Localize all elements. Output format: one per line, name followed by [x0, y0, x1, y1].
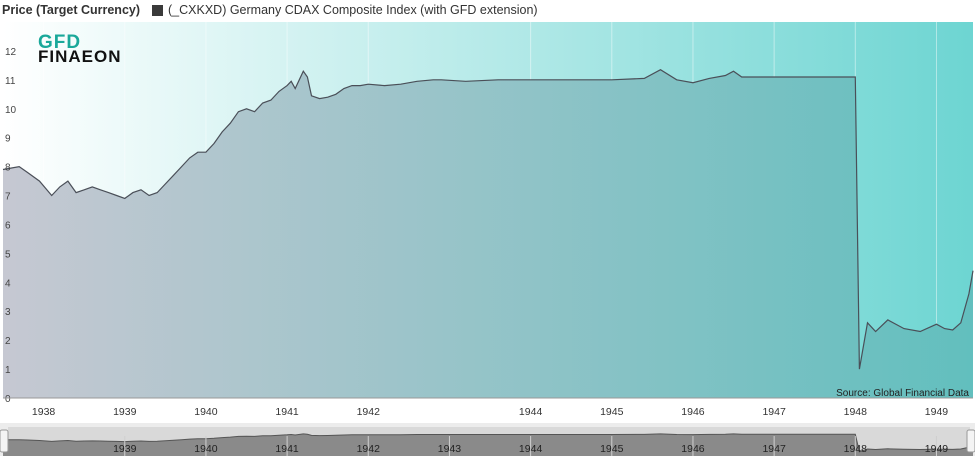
- x-tick-label: 1939: [113, 406, 137, 418]
- x-tick-label: 1946: [681, 406, 705, 418]
- x-tick-label: 1945: [600, 406, 624, 418]
- y-tick-label: 6: [5, 220, 11, 231]
- x-tick-label: 1941: [275, 406, 299, 418]
- x-tick-label: 1949: [925, 406, 949, 418]
- navigator-year-label: 1946: [681, 443, 705, 455]
- y-tick-label: 5: [5, 249, 11, 260]
- y-tick-label: 11: [5, 76, 16, 87]
- navigator-year-label: 1949: [925, 443, 949, 455]
- navigator-year-label: 1941: [275, 443, 299, 455]
- navigator-year-label: 1940: [194, 443, 218, 455]
- navigator-handle-right[interactable]: [966, 429, 975, 453]
- navigator-handle-left[interactable]: [0, 429, 9, 453]
- y-tick-label: 1: [5, 365, 11, 376]
- navigator-year-label: 1943: [438, 443, 462, 455]
- navigator-series-line: [2, 433, 974, 453]
- chart-legend: Price (Target Currency) (_CXKXD) Germany…: [0, 0, 975, 20]
- legend-title: Price (Target Currency): [2, 3, 141, 17]
- y-tick-label: 3: [5, 307, 11, 318]
- navigator-year-label: 1942: [357, 443, 381, 455]
- navigator-year-label: 1948: [844, 443, 868, 455]
- svg-text:FINAEON: FINAEON: [38, 47, 122, 66]
- x-tick-label: 1938: [32, 406, 56, 418]
- y-tick-label: 12: [5, 47, 17, 58]
- navigator-year-label: 1944: [519, 443, 543, 455]
- y-tick-label: 0: [5, 394, 11, 405]
- navigator-year-label: 1947: [762, 443, 786, 455]
- y-tick-label: 8: [5, 163, 11, 174]
- x-tick-label: 1947: [762, 406, 786, 418]
- x-tick-label: 1944: [519, 406, 543, 418]
- series-line[interactable]: [2, 69, 974, 370]
- y-tick-label: 7: [5, 192, 11, 203]
- legend-series-swatch[interactable]: [152, 4, 164, 16]
- x-tick-label: 1942: [357, 406, 381, 418]
- svg-text:GFD: GFD: [38, 32, 81, 53]
- navigator-year-label: 1939: [113, 443, 137, 455]
- y-tick-label: 2: [5, 336, 11, 347]
- x-tick-label: 1948: [844, 406, 868, 418]
- y-tick-label: 10: [5, 105, 17, 116]
- series-area: [3, 69, 973, 398]
- y-tick-label: 9: [5, 134, 11, 145]
- source-label: Source: Global Financial Data: [836, 388, 969, 399]
- y-tick-label: 4: [5, 278, 11, 289]
- legend-series-label[interactable]: (_CXKXD) Germany CDAX Composite Index (w…: [168, 3, 538, 17]
- x-tick-label: 1940: [194, 406, 218, 418]
- navigator-series-area: [3, 433, 973, 456]
- navigator-year-label: 1945: [600, 443, 624, 455]
